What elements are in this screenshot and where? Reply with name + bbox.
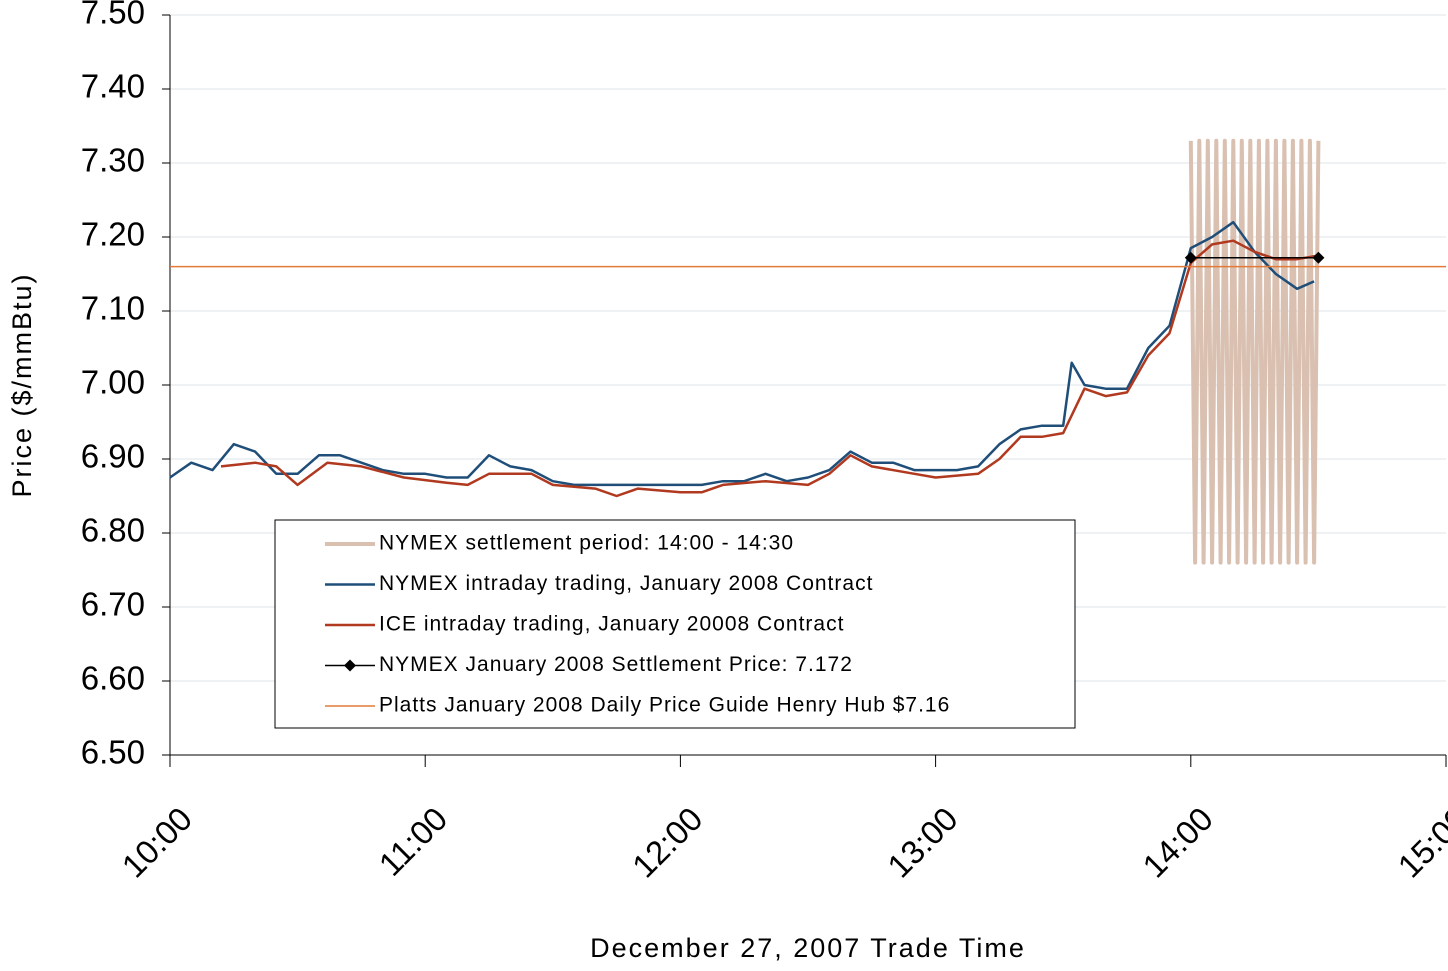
x-tick-label: 11:00	[371, 800, 454, 883]
y-tick-label: 6.80	[81, 512, 145, 549]
y-tick-label: 7.40	[81, 68, 145, 105]
series-line	[169, 220, 1315, 487]
legend-label: ICE intraday trading, January 20008 Cont…	[379, 613, 844, 636]
x-tick-label: 13:00	[880, 800, 965, 885]
x-axis-label: December 27, 2007 Trade Time	[590, 933, 1026, 963]
marker	[1312, 251, 1325, 264]
y-tick-label: 6.50	[81, 734, 145, 771]
y-axis-label: Price ($/mmBtu)	[7, 272, 37, 497]
legend-label: NYMEX settlement period: 14:00 - 14:30	[379, 532, 794, 555]
y-tick-label: 7.20	[81, 216, 145, 253]
legend-label: NYMEX January 2008 Settlement Price: 7.1…	[379, 653, 853, 676]
series-line	[220, 239, 1319, 498]
x-tick-label: 12:00	[625, 800, 710, 885]
y-tick-label: 7.30	[81, 142, 145, 179]
x-tick-label: 10:00	[115, 800, 200, 885]
legend-label: Platts January 2008 Daily Price Guide He…	[379, 694, 950, 717]
series-line	[1188, 138, 1321, 565]
y-tick-label: 7.10	[81, 290, 145, 327]
y-tick-label: 6.60	[81, 660, 145, 697]
y-tick-label: 6.90	[81, 438, 145, 475]
y-tick-label: 7.50	[81, 0, 145, 31]
x-tick-label: 15:00	[1391, 800, 1448, 885]
marker	[1184, 251, 1197, 264]
y-tick-label: 7.00	[81, 364, 145, 401]
legend-marker	[344, 659, 356, 672]
legend-label: NYMEX intraday trading, January 2008 Con…	[379, 572, 873, 595]
legend-box	[274, 519, 1076, 729]
x-tick-label: 14:00	[1135, 800, 1220, 885]
y-tick-label: 6.70	[81, 586, 145, 623]
